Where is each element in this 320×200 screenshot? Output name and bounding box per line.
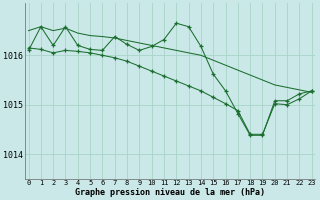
X-axis label: Graphe pression niveau de la mer (hPa): Graphe pression niveau de la mer (hPa): [75, 188, 265, 197]
